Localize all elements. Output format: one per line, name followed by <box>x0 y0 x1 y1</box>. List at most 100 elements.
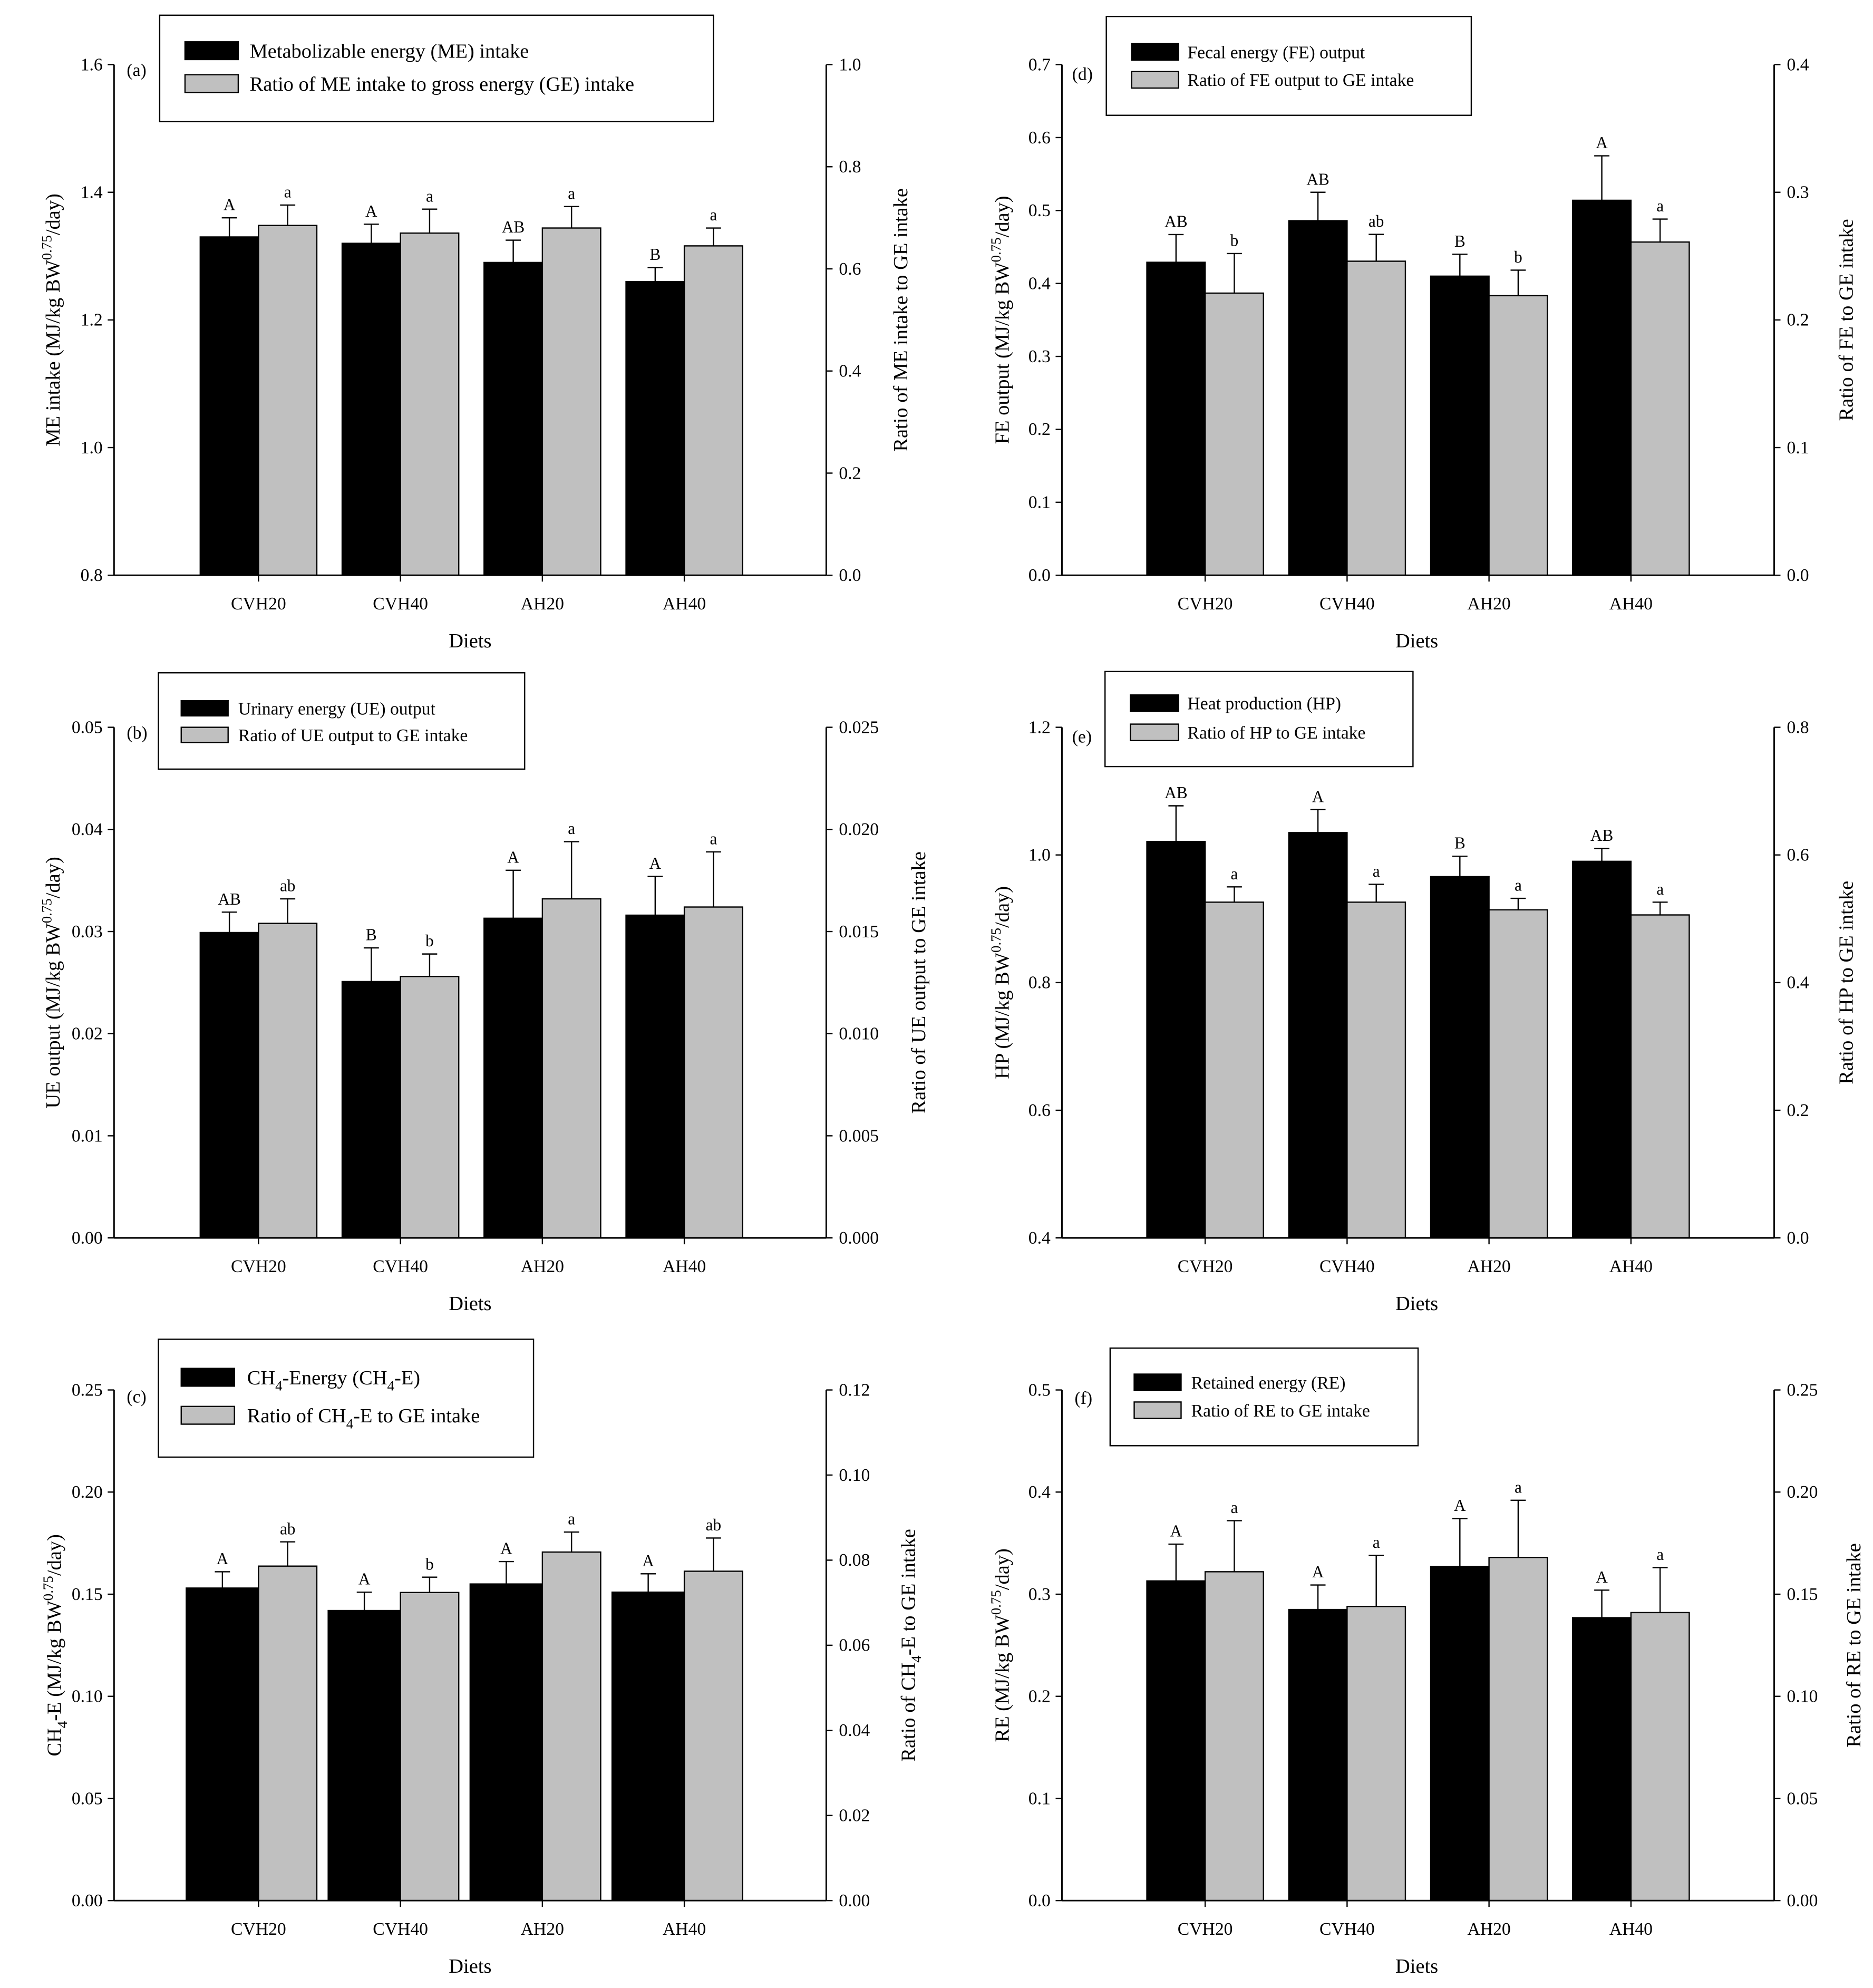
panel-d-series-2-bar-CVH20 <box>1204 292 1264 576</box>
panel-c-series-2-bar-AH20 <box>541 1551 601 1902</box>
panel-b-significance-letter: B <box>366 926 377 944</box>
left-y-tick-label: 0.00 <box>72 1891 103 1911</box>
left-y-tick-label: 0.05 <box>72 1789 103 1808</box>
x-axis-title: Diets <box>449 630 491 652</box>
left-y-tick-label: 0.2 <box>1028 1687 1051 1706</box>
panel-c-significance-letter: ab <box>706 1516 721 1534</box>
panel-f-significance-letter: A <box>1454 1496 1466 1515</box>
left-y-tick-label: 0.03 <box>72 922 103 942</box>
legend: Metabolizable energy (ME) intake Ratio of… <box>159 14 714 122</box>
panel-b: AB B A Aab b a a 0.00 0.01 0.02 0.03 0.04 0.05 0.000 0… <box>39 672 930 1315</box>
legend-swatch <box>180 726 229 743</box>
x-axis-title: Diets <box>1395 1293 1438 1315</box>
panel-e-significance-letter: B <box>1454 834 1466 852</box>
panel-f-series-2-bar-CVH40 <box>1346 1606 1406 1902</box>
panel-d: AB AB B Ab ab b a 0.0 0.1 0.2 0.3 0.4 0.5 0.6 0.7 0.0 0.… <box>988 16 1858 652</box>
panel-e-significance-letter: a <box>1656 880 1664 898</box>
legend-label: Heat production (HP) <box>1187 694 1341 714</box>
left-y-axis-title-segment: /day) <box>42 857 64 898</box>
panel-e-significance-letter: AB <box>1590 826 1613 845</box>
left-y-tick-label: 0.00 <box>72 1228 103 1248</box>
panel-e-significance-letter: a <box>1230 865 1238 883</box>
right-y-tick-label: 0.000 <box>839 1228 879 1248</box>
panel-a-significance-letter: B <box>649 245 661 264</box>
panel-d-significance-letter: ab <box>1369 212 1384 230</box>
panel-f-significance-letter: A <box>1596 1568 1608 1586</box>
right-y-tick-label: 0.00 <box>1787 1891 1818 1911</box>
right-y-tick-label: 0.025 <box>839 717 879 737</box>
left-y-axis-title: RE (MJ/kg BW0.75/day) <box>988 1548 1013 1742</box>
panel-a-series-2-bar-CVH40 <box>400 232 460 576</box>
left-y-axis-title: ME intake (MJ/kg BW0.75/day) <box>39 193 64 446</box>
left-y-tick-label: 0.05 <box>72 717 103 737</box>
left-y-axis-title-segment: ME intake (MJ/kg BW <box>42 260 64 447</box>
legend-label-segment: Ratio of RE to GE intake <box>1191 1401 1370 1421</box>
right-y-axis-title-segment: Ratio of HP to GE intake <box>1836 881 1858 1084</box>
left-y-tick-label: 0.3 <box>1028 347 1051 366</box>
left-y-tick-label: 0.02 <box>72 1024 103 1044</box>
right-y-tick-label: 0.02 <box>839 1806 870 1826</box>
left-y-axis-title-segment: HP (MJ/kg BW <box>992 952 1014 1079</box>
legend: CH4-Energy (CH4-E)Ratio of CH4-E to GE i… <box>158 1339 535 1458</box>
legend-label-segment: -E to GE intake <box>353 1405 480 1427</box>
x-tick-label: CVH20 <box>1178 1919 1233 1939</box>
panel-f-significance-letter: a <box>1230 1498 1238 1517</box>
left-y-tick-label: 0.1 <box>1028 493 1051 512</box>
right-y-tick-label: 0.8 <box>1787 717 1809 737</box>
panel-e-significance-letter: a <box>1515 876 1522 895</box>
panel-d-significance-letter: b <box>1514 248 1522 266</box>
right-y-tick-label: 0.1 <box>1787 438 1809 458</box>
panel-d-significance-letter: A <box>1596 133 1608 152</box>
panel-d-significance-letter: AB <box>1164 212 1187 231</box>
legend-swatch <box>1133 1401 1182 1419</box>
x-tick-label: AH40 <box>663 594 706 614</box>
legend-label-segment: Ratio of CH <box>247 1405 346 1427</box>
panel-a-series-1-bar-CVH40 <box>341 243 401 576</box>
legend-swatch <box>180 700 229 717</box>
panel-a: A A AB Ba a a a 0.8 1.0 1.2 1.4 1.6 0.0 0.2 0.4 0.6 0.8 1… <box>39 14 912 652</box>
left-y-tick-label: 0.4 <box>1028 1228 1051 1248</box>
x-tick-label: AH20 <box>1467 1257 1510 1276</box>
x-axis-title: Diets <box>1395 630 1438 652</box>
x-tick-label: CVH20 <box>1178 594 1233 614</box>
legend-label-segment: Fecal energy (FE) output <box>1187 43 1365 62</box>
legend-swatch <box>184 74 239 93</box>
left-y-tick-label: 0.8 <box>1028 973 1051 993</box>
right-y-tick-label: 0.06 <box>839 1636 870 1655</box>
panel-c-significance-letter: A <box>358 1570 371 1588</box>
panel-c-significance-letter: ab <box>280 1519 295 1538</box>
panel-label: (b) <box>127 723 147 743</box>
right-y-tick-label: 0.15 <box>1787 1585 1818 1604</box>
right-y-tick-label: 0.4 <box>1787 55 1809 74</box>
right-y-tick-label: 0.010 <box>839 1024 879 1044</box>
panel-b-significance-letter: a <box>710 829 717 848</box>
legend-label-segment: Metabolizable energy (ME) intake <box>250 41 529 63</box>
right-y-tick-label: 0.10 <box>839 1466 870 1485</box>
legend-label-segment: 4 <box>275 1378 283 1394</box>
legend-label: Ratio of UE output to GE intake <box>238 726 468 745</box>
panel-label: (c) <box>127 1388 146 1407</box>
right-y-tick-label: 0.005 <box>839 1126 879 1146</box>
panel-d-series-1-bar-AH20 <box>1430 275 1490 576</box>
x-tick-label: CVH40 <box>1319 1257 1375 1276</box>
left-y-tick-label: 1.4 <box>81 183 103 202</box>
x-tick-label: CVH40 <box>373 594 428 614</box>
panel-c-significance-letter: A <box>217 1549 229 1568</box>
legend: Retained energy (RE) Ratio of RE to GE in… <box>1109 1347 1419 1447</box>
panel-f-series-1-bar-AH40 <box>1572 1617 1632 1902</box>
panel-f: A A A Aa a a a 0.0 0.1 0.2 0.3 0.4 0.5 0.00 0.05 0.10 0.… <box>988 1347 1865 1977</box>
right-y-tick-label: 0.05 <box>1787 1789 1818 1808</box>
left-y-tick-label: 0.20 <box>72 1482 103 1502</box>
left-y-tick-label: 0.6 <box>1028 128 1051 148</box>
x-tick-label: CVH40 <box>1319 594 1375 614</box>
right-y-axis-title-segment: Ratio of CH <box>898 1663 920 1762</box>
left-y-axis-title-segment: UE output (MJ/kg BW <box>42 923 64 1109</box>
right-y-axis-title-segment: 4 <box>908 1655 924 1663</box>
panel-d-series-1-bar-CVH20 <box>1146 261 1206 576</box>
legend-label-segment: CH <box>247 1367 275 1389</box>
legend-label: Metabolizable energy (ME) intake <box>250 41 529 63</box>
legend-box <box>158 672 526 770</box>
left-y-tick-label: 1.2 <box>81 311 103 330</box>
left-y-axis-title-segment: 0.75 <box>39 898 55 923</box>
legend-swatch <box>1130 694 1179 712</box>
